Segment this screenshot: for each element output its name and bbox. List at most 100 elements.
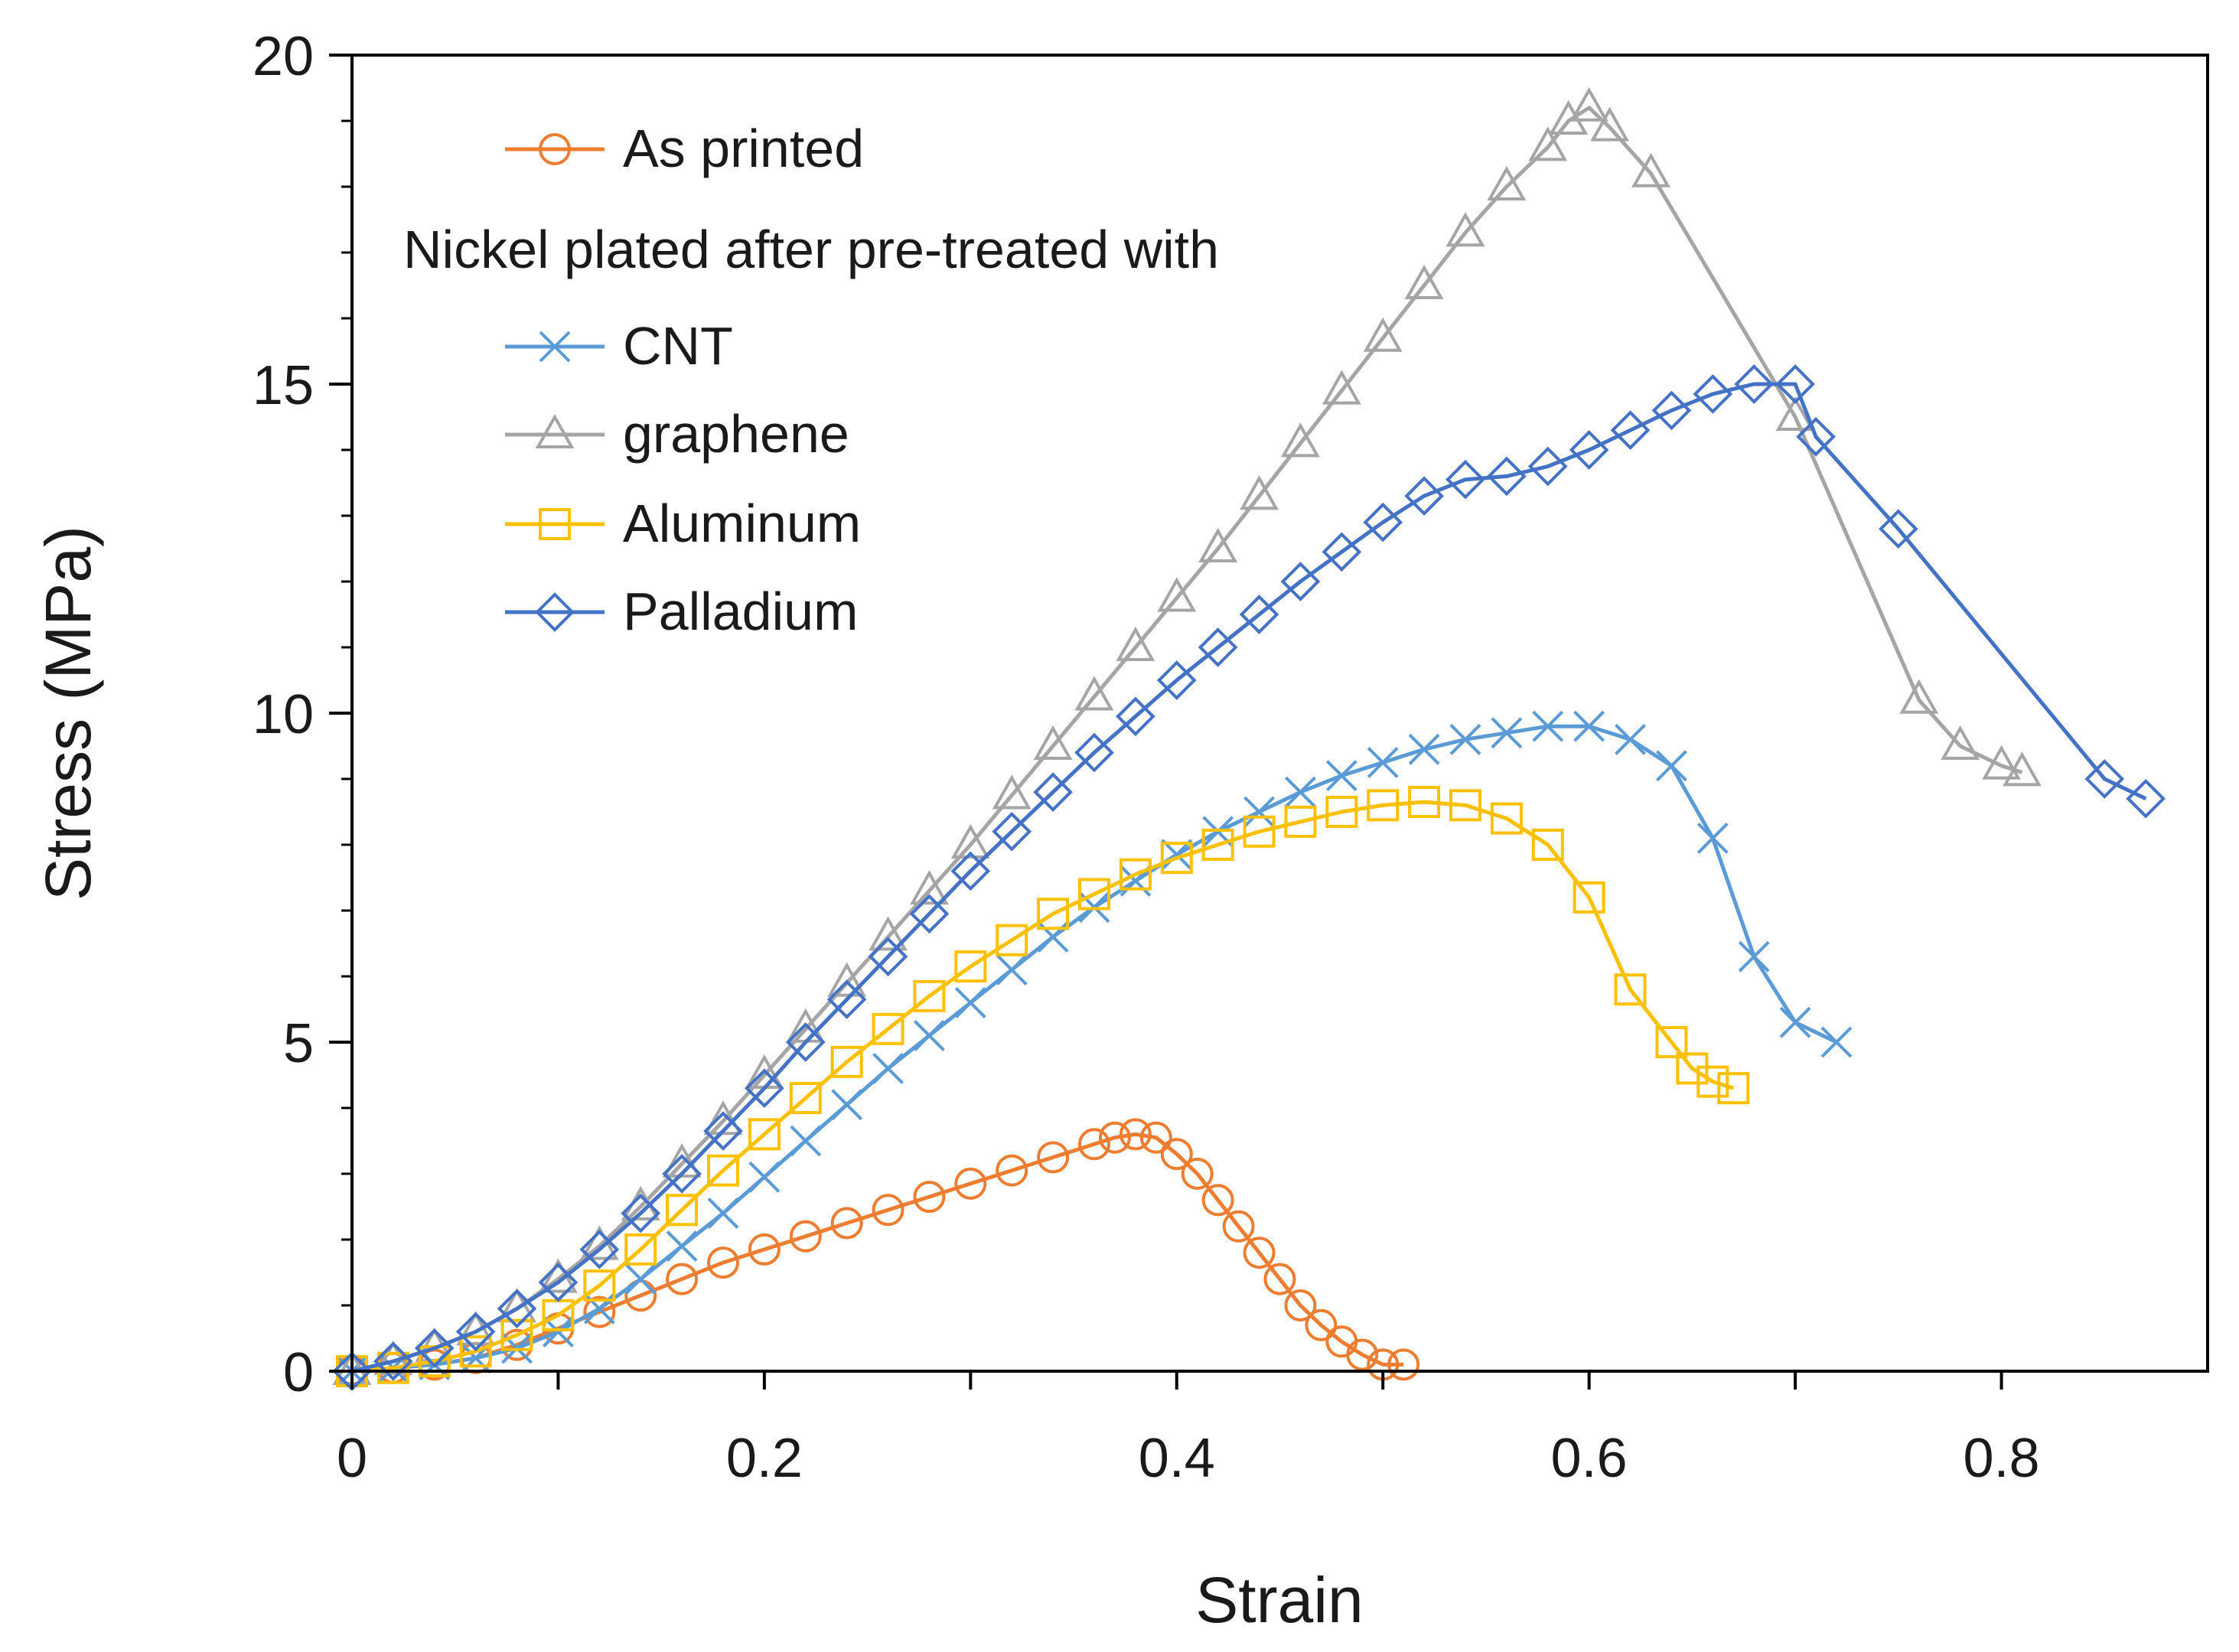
data-point-cnt (914, 1019, 945, 1051)
series-aluminum (336, 786, 1750, 1387)
data-point-cnt (1491, 717, 1523, 749)
data-point-graphene (1116, 626, 1155, 661)
data-point-cnt (1615, 723, 1646, 755)
data-point-aluminum (1037, 898, 1070, 930)
data-point-cnt (1161, 839, 1193, 871)
data-point-aluminum (583, 1269, 616, 1302)
data-point-palladium (1569, 430, 1609, 470)
data-point-graphene (1322, 370, 1361, 405)
series-cnt (336, 710, 1853, 1387)
data-point-cnt (1656, 750, 1687, 782)
series-line-graphene (351, 106, 2023, 1373)
data-point-aluminum (1490, 802, 1523, 835)
data-point-graphene (1198, 527, 1238, 562)
x-tick-label: 0.6 (1551, 1428, 1628, 1489)
data-point-palladium (1404, 476, 1444, 516)
data-point-as-printed (954, 1167, 987, 1200)
data-point-palladium (1033, 772, 1073, 813)
data-point-aluminum (996, 924, 1028, 956)
y-tick-label: 20 (253, 26, 314, 87)
data-point-aluminum (1078, 878, 1110, 911)
data-point-graphene (910, 870, 949, 905)
data-point-cnt (790, 1125, 822, 1157)
data-point-graphene (1941, 725, 1980, 760)
data-point-aluminum (1531, 829, 1564, 861)
data-point-as-printed (1037, 1141, 1070, 1174)
data-point-cnt (1532, 710, 1564, 742)
data-point-palladium (2126, 778, 2166, 819)
legend-marker-aluminum (539, 508, 571, 540)
y-tick-label: 15 (253, 355, 314, 416)
data-point-aluminum (1614, 973, 1647, 1006)
data-point-palladium (1693, 374, 1733, 414)
data-point-as-printed (830, 1207, 863, 1240)
legend-entry-palladium: Palladium (505, 582, 858, 641)
series-line-aluminum (351, 800, 1735, 1373)
data-point-palladium (1322, 532, 1362, 572)
data-point-as-printed (748, 1233, 781, 1266)
series-line-cnt (351, 724, 1838, 1373)
data-point-palladium (1734, 364, 1775, 404)
data-point-aluminum (500, 1318, 533, 1351)
data-point-as-printed (1098, 1121, 1131, 1154)
data-point-aluminum (748, 1118, 781, 1151)
data-point-as-printed (1346, 1338, 1379, 1371)
data-point-palladium (1651, 390, 1692, 431)
series-layer (332, 86, 2166, 1391)
data-point-aluminum (1696, 1065, 1729, 1098)
data-point-graphene (1281, 422, 1320, 458)
y-tick-label: 10 (253, 684, 314, 745)
data-point-cnt (1449, 723, 1481, 755)
data-point-palladium (1610, 410, 1651, 451)
data-point-aluminum (789, 1082, 822, 1115)
data-point-aluminum (459, 1335, 492, 1368)
data-point-cnt (748, 1161, 781, 1193)
data-point-as-printed (1139, 1121, 1172, 1154)
series-graphene (332, 86, 2042, 1385)
data-point-palladium (868, 937, 908, 977)
legend-heading: Nickel plated after pre-treated with (403, 220, 1219, 279)
data-point-as-printed (666, 1263, 699, 1295)
data-point-aluminum (1325, 796, 1358, 828)
data-point-cnt (1820, 1026, 1853, 1058)
legend-entry-graphene: graphene (505, 404, 849, 464)
data-point-cnt (1367, 747, 1399, 778)
legend-label-as-printed: As printed (623, 119, 864, 178)
ticks-layer: 0 0.2 0.4 0.6 0.8 0 5 10 15 20 (253, 26, 2040, 1489)
data-point-graphene (1631, 152, 1670, 187)
data-point-graphene (1487, 165, 1527, 200)
x-tick-label: 0 (337, 1428, 367, 1489)
data-point-aluminum (1284, 805, 1317, 838)
data-point-palladium (497, 1289, 537, 1329)
data-point-palladium (621, 1193, 661, 1233)
data-point-as-printed (1387, 1348, 1420, 1381)
data-point-graphene (1363, 317, 1403, 352)
data-point-palladium (414, 1328, 455, 1368)
x-axis-title: Strain (1195, 1564, 1363, 1636)
legend-marker-cnt (539, 331, 571, 363)
data-point-as-printed (1119, 1118, 1152, 1151)
data-point-as-printed (1263, 1263, 1296, 1295)
series-as-printed (336, 1118, 1420, 1387)
legend-marker-shape-cnt (539, 331, 571, 363)
data-point-graphene (2003, 751, 2042, 787)
x-tick-label: 0.4 (1139, 1428, 1215, 1489)
data-point-cnt (1243, 796, 1275, 828)
x-tick-label: 0.2 (726, 1428, 803, 1489)
data-point-cnt (1285, 776, 1316, 808)
data-point-as-printed (1181, 1158, 1214, 1190)
data-point-as-printed (913, 1181, 946, 1214)
data-point-as-printed (1160, 1138, 1193, 1171)
data-point-palladium (826, 979, 867, 1019)
y-tick-label: 5 (283, 1013, 314, 1074)
data-point-palladium (1527, 446, 1568, 487)
legend-marker-graphene (535, 413, 575, 448)
data-point-aluminum (1573, 881, 1605, 914)
data-point-aluminum (1119, 858, 1152, 891)
data-point-palladium (1156, 660, 1197, 700)
data-point-graphene (1569, 86, 1609, 122)
data-point-cnt (707, 1197, 739, 1230)
data-point-cnt (624, 1263, 657, 1295)
data-point-as-printed (1078, 1128, 1110, 1161)
legend: As printed Nickel plated after pre-treat… (403, 119, 1219, 641)
